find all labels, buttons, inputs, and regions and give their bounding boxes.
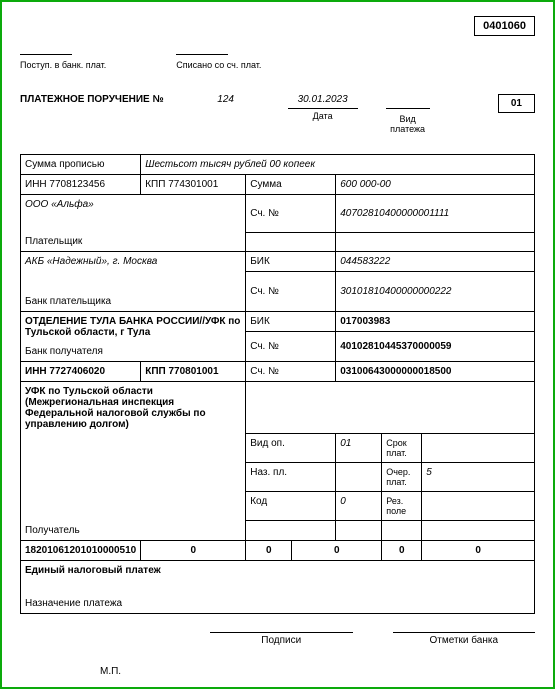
- code-value: 0: [336, 492, 382, 521]
- bank-receipt-label: Поступ. в банк. плат.: [20, 60, 106, 70]
- operation-type-value: 01: [336, 434, 382, 463]
- payment-kind-block: Вид платежа: [386, 94, 430, 134]
- recipient-bank-name: ОТДЕЛЕНИЕ ТУЛА БАНКА РОССИИ//УФК по Туль…: [21, 311, 246, 342]
- payer-bank-bik-label: БИК: [246, 252, 336, 272]
- order-number: 124: [206, 94, 246, 105]
- priority-value: 5: [422, 463, 535, 492]
- form-01-box: 01: [498, 94, 535, 113]
- payment-term-value: [422, 434, 535, 463]
- payer-bank-label: Банк плательщика: [21, 292, 246, 312]
- date-label: Дата: [288, 111, 358, 121]
- code-col-3: 0: [246, 540, 292, 560]
- sum-value: 600 000-00: [336, 175, 535, 195]
- payer-label: Плательщик: [21, 232, 246, 252]
- payer-block: ООО «Альфа»: [21, 195, 246, 233]
- payer-bank-account-value: 30101810400000000222: [336, 272, 535, 312]
- recipient-account-value: 03100643000000018500: [336, 361, 535, 381]
- sum-label: Сумма: [246, 175, 336, 195]
- payment-order-form: 0401060 Поступ. в банк. плат. Списано со…: [0, 0, 555, 689]
- signatures-label: Подписи: [210, 632, 353, 646]
- reserve-value: [422, 492, 535, 521]
- recipient-account-label: Сч. №: [246, 361, 336, 381]
- recipient-kpp: КПП 770801001: [141, 361, 246, 381]
- payment-kind-label: Вид платежа: [386, 114, 430, 134]
- main-payment-table: Сумма прописью Шестьсот тысяч рублей 00 …: [20, 154, 535, 614]
- payer-bank-account-label: Сч. №: [246, 272, 336, 312]
- code-col-2: 0: [141, 540, 246, 560]
- payment-term-label: Срок плат.: [382, 434, 422, 463]
- written-off-block: Списано со сч. плат.: [176, 42, 261, 70]
- recipient-label: Получатель: [21, 521, 246, 541]
- payment-purpose-short-value: [336, 463, 382, 492]
- code-col-4: 0: [292, 540, 382, 560]
- date-block: 30.01.2023 Дата: [288, 94, 358, 121]
- payment-purpose-short-label: Наз. пл.: [246, 463, 336, 492]
- payer-kpp: КПП 774301001: [141, 175, 246, 195]
- code-col-5: 0: [382, 540, 422, 560]
- form-code: 0401060: [474, 16, 535, 36]
- payer-name: ООО «Альфа»: [25, 199, 241, 210]
- payer-bank-bik-value: 044583222: [336, 252, 535, 272]
- recipient-bank-label: Банк получателя: [21, 342, 246, 362]
- recipient-bank-bik-value: 017003983: [336, 311, 535, 331]
- code-col-6: 0: [422, 540, 535, 560]
- reserve-label: Рез. поле: [382, 492, 422, 521]
- bank-receipt-block: Поступ. в банк. плат.: [20, 42, 106, 70]
- payer-bank-name: АКБ «Надежный», г. Москва: [21, 252, 246, 272]
- sum-in-words-value: Шестьсот тысяч рублей 00 копеек: [141, 155, 535, 175]
- code-label: Код: [246, 492, 336, 521]
- kbk-code: 18201061201010000510: [21, 540, 141, 560]
- footer: Подписи Отметки банка М.П.: [20, 632, 535, 677]
- document-title: ПЛАТЕЖНОЕ ПОРУЧЕНИЕ №: [20, 94, 164, 105]
- recipient-bank-account-value: 40102810445370000059: [336, 331, 535, 361]
- recipient-inn: ИНН 7727406020: [21, 361, 141, 381]
- recipient-bank-bik-label: БИК: [246, 311, 336, 331]
- payment-purpose-value: Единый налоговый платеж: [21, 560, 535, 594]
- priority-label: Очер. плат.: [382, 463, 422, 492]
- recipient-name: УФК по Тульской области (Межрегиональная…: [21, 381, 246, 434]
- recipient-bank-account-label: Сч. №: [246, 331, 336, 361]
- top-row: Поступ. в банк. плат. Списано со сч. пла…: [20, 42, 535, 70]
- operation-type-label: Вид оп.: [246, 434, 336, 463]
- bank-marks-label: Отметки банка: [393, 632, 536, 646]
- payment-purpose-label: Назначение платежа: [21, 594, 535, 614]
- written-off-label: Списано со сч. плат.: [176, 60, 261, 70]
- payer-account-label: Сч. №: [246, 195, 336, 233]
- order-date: 30.01.2023: [288, 94, 358, 109]
- sum-in-words-label: Сумма прописью: [21, 155, 141, 175]
- payer-inn: ИНН 7708123456: [21, 175, 141, 195]
- stamp-label: М.П.: [100, 666, 535, 677]
- header-row: ПЛАТЕЖНОЕ ПОРУЧЕНИЕ № 124 30.01.2023 Дат…: [20, 94, 535, 134]
- payer-account-value: 40702810400000001111: [336, 195, 535, 233]
